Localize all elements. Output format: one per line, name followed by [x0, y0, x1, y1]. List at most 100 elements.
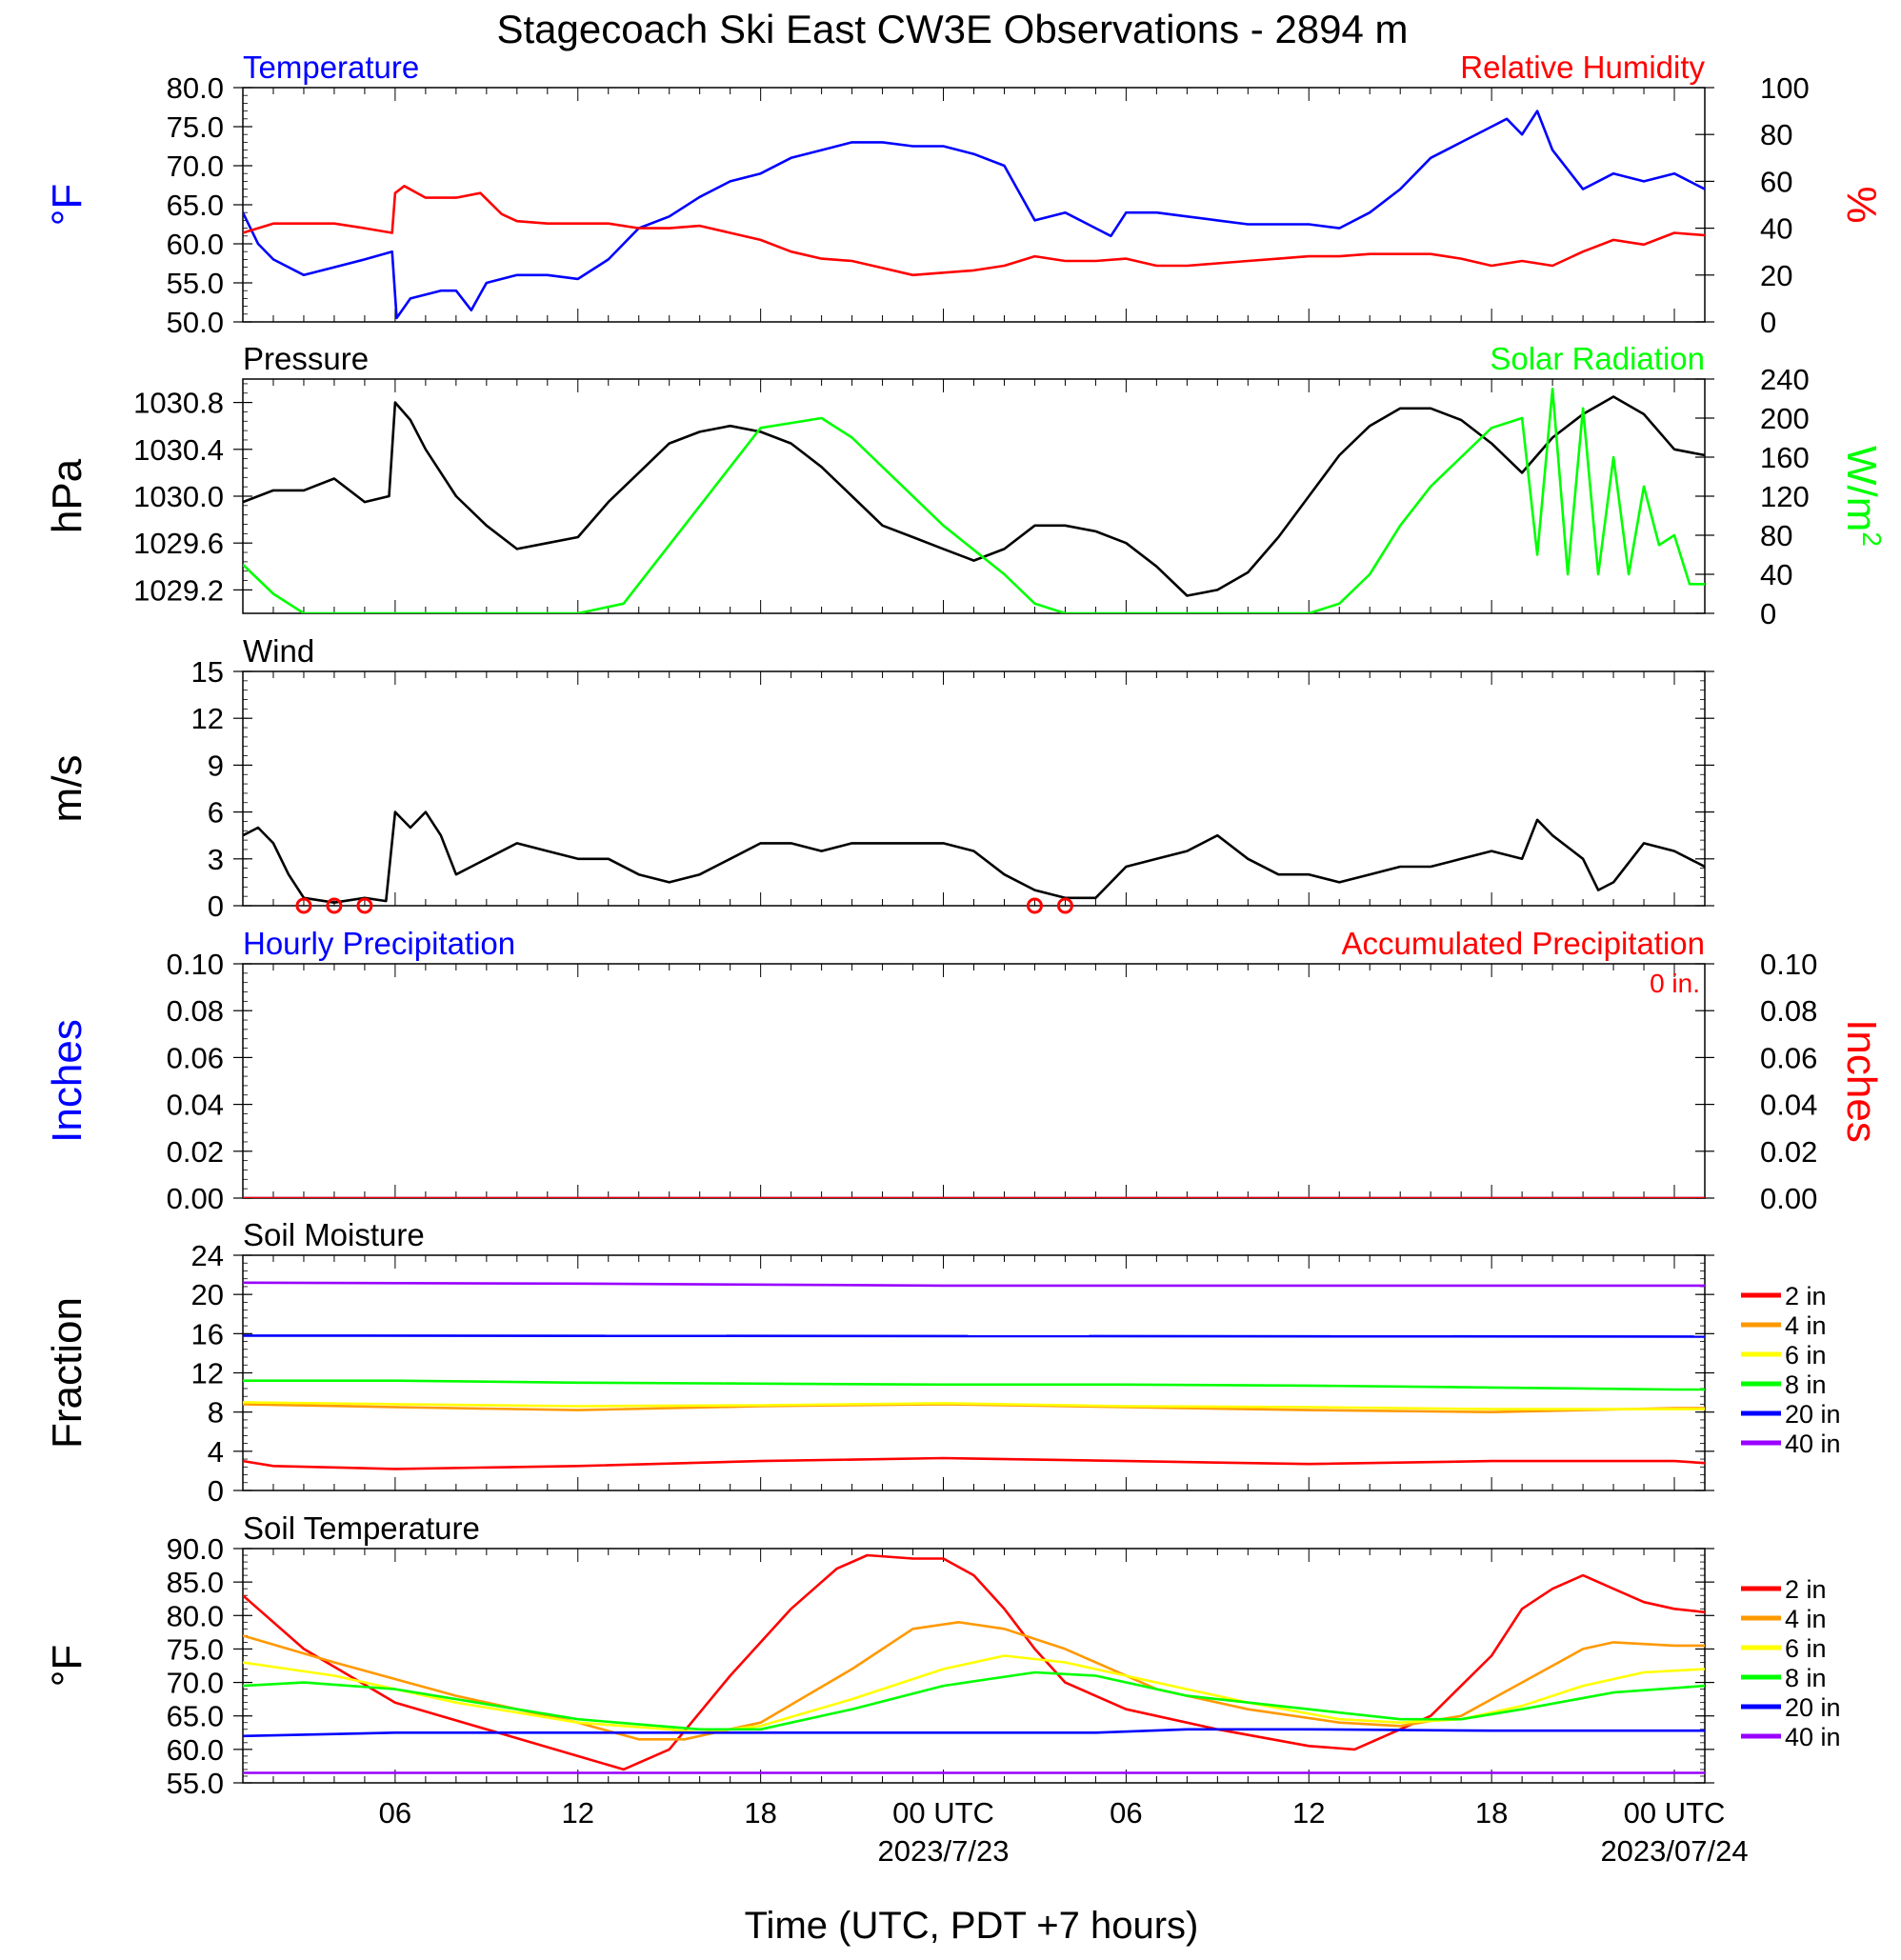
- y-tick-label-right: 80: [1760, 519, 1792, 552]
- y-tick-label-left: 60.0: [167, 228, 224, 261]
- y-axis-label-right: W/m2: [1838, 446, 1887, 547]
- y-tick-label-left: 70.0: [167, 1667, 224, 1700]
- legend-label: 6 in: [1785, 1341, 1827, 1370]
- series-line-8-in: [243, 1670, 1705, 1731]
- y-tick-label-right: 0.04: [1760, 1089, 1817, 1122]
- y-tick-label-left: 50.0: [167, 306, 224, 339]
- y-tick-label-left: 80.0: [167, 71, 224, 105]
- y-tick-label-left: 0: [208, 1474, 224, 1508]
- series-group: [243, 1281, 1705, 1470]
- panel-title-left: Soil Moisture: [243, 1217, 425, 1252]
- y-tick-label-left: 12: [191, 702, 224, 735]
- y-tick-label-left: 0.02: [167, 1135, 224, 1169]
- y-tick-label-left: 9: [208, 749, 224, 782]
- y-tick-label-left: 75.0: [167, 1632, 224, 1666]
- legend-label: 2 in: [1785, 1575, 1827, 1604]
- y-tick-label-right: 0: [1760, 597, 1776, 630]
- chart-title: Stagecoach Ski East CW3E Observations - …: [496, 7, 1408, 51]
- y-axis-label-left: Inches: [44, 1019, 90, 1143]
- panel-6: 55.060.065.070.075.080.085.090.0 Soil Tem…: [44, 1510, 1841, 1800]
- y-tick-label-left: 1030.8: [133, 387, 224, 420]
- date-label: 2023/7/23: [878, 1834, 1010, 1868]
- plot-frame: [242, 963, 1706, 1199]
- series-group: [243, 387, 1705, 613]
- series-group: [243, 810, 1705, 905]
- y-axis-label-right: %: [1838, 186, 1885, 223]
- y-tick-label-right: 0.06: [1760, 1041, 1817, 1074]
- x-tick-label: 00 UTC: [892, 1796, 994, 1830]
- y-tick-label-left: 12: [191, 1357, 224, 1390]
- y-tick-label-left: 6: [208, 796, 224, 830]
- series-line-2-in: [243, 1456, 1705, 1470]
- y-tick-label-left: 0.06: [167, 1041, 224, 1074]
- panel-title-right: Accumulated Precipitation: [1341, 926, 1705, 961]
- series-line-2: [243, 185, 1705, 277]
- y-tick-label-left: 65.0: [167, 189, 224, 222]
- y-axis-label-left: Fraction: [44, 1297, 90, 1449]
- y-tick-label-right: 0.08: [1760, 994, 1817, 1028]
- y-tick-label-right: 100: [1760, 71, 1810, 105]
- y-tick-label-left: 0: [208, 890, 224, 923]
- series-line-20-in: [243, 1728, 1705, 1738]
- series-line-6-in: [243, 1401, 1705, 1410]
- y-tick-label-left: 75.0: [167, 110, 224, 144]
- y-tick-label-left: 60.0: [167, 1733, 224, 1767]
- legend-label: 20 in: [1785, 1693, 1841, 1722]
- x-axis: 06 12 18 00 UTC 06 12 18 00 UTC 2023/7/23 2023/07…: [379, 1796, 1749, 1868]
- y-tick-label-left: 3: [208, 843, 224, 876]
- y-tick-label-right: 20: [1760, 259, 1792, 292]
- legend-label: 40 in: [1785, 1430, 1841, 1458]
- y-axis-label-left: °F: [44, 1645, 90, 1687]
- calm-wind-marker: [1056, 897, 1073, 914]
- calm-wind-marker: [1026, 897, 1043, 914]
- x-tick-label: 12: [562, 1796, 594, 1830]
- plot-frame: [242, 1548, 1706, 1784]
- panel-title-left: Hourly Precipitation: [243, 926, 515, 961]
- y-tick-label-right: 60: [1760, 165, 1792, 198]
- y-tick-label-right: 240: [1760, 363, 1810, 396]
- y-tick-label-left: 4: [208, 1435, 224, 1469]
- y-axis-label-left: m/s: [44, 755, 90, 823]
- panel-title-right: Solar Radiation: [1490, 341, 1705, 376]
- panel-title-left: Wind: [243, 633, 314, 669]
- y-tick-label-right: 200: [1760, 402, 1810, 435]
- x-tick-label: 06: [379, 1796, 411, 1830]
- y-tick-label-left: 1029.2: [133, 573, 224, 607]
- series-line-6-in: [243, 1654, 1705, 1734]
- y-axis-label-superscript: 2: [1857, 531, 1887, 547]
- y-tick-label-left: 15: [191, 655, 224, 689]
- panel-4: 0.00 0.02 0.04 0.06 0.08 0.10 0.00 0.02 0.04 0.06…: [44, 926, 1885, 1215]
- panel-title-left: Soil Temperature: [243, 1510, 480, 1546]
- series-line-4-in: [243, 1621, 1705, 1741]
- legend-label: 40 in: [1785, 1723, 1841, 1751]
- x-tick-label: 12: [1292, 1796, 1325, 1830]
- y-tick-label-right: 0.00: [1760, 1182, 1817, 1215]
- date-label: 2023/07/24: [1600, 1834, 1748, 1868]
- calm-wind-marker: [326, 897, 343, 914]
- panel-1: 50.0 55.0 60.0 65.0 70.0 75.0 80.0 0 20 40 60 80 100…: [44, 50, 1885, 339]
- plot-frame: [242, 378, 1706, 614]
- plot-frame: [242, 87, 1706, 323]
- y-tick-label-left: 8: [208, 1396, 224, 1430]
- y-tick-label-left: 0.08: [167, 994, 224, 1028]
- y-axis-label-right: Inches: [1838, 1019, 1885, 1143]
- panel-title-left: Pressure: [243, 341, 369, 376]
- panel-title-right: Relative Humidity: [1460, 50, 1705, 85]
- y-tick-label-left: 0.04: [167, 1089, 224, 1122]
- y-axis-label-left: hPa: [44, 458, 90, 533]
- x-tick-label: 06: [1110, 1796, 1142, 1830]
- panel-3: 0 3 6 9 12 15 Wind m/s: [44, 633, 1714, 923]
- legend-label: 6 in: [1785, 1634, 1827, 1663]
- y-tick-label-right: 160: [1760, 441, 1810, 474]
- legend-label: 8 in: [1785, 1664, 1827, 1692]
- y-tick-label-right: 0.10: [1760, 948, 1817, 981]
- x-tick-label: 00 UTC: [1624, 1796, 1726, 1830]
- x-tick-label: 18: [1475, 1796, 1508, 1830]
- series-line-1: [243, 110, 1705, 320]
- y-tick-label-left: 80.0: [167, 1599, 224, 1632]
- series-line-2-in: [243, 1553, 1705, 1771]
- calm-wind-marker: [356, 897, 373, 914]
- series-line-8-in: [243, 1379, 1705, 1391]
- calm-wind-marker: [295, 897, 312, 914]
